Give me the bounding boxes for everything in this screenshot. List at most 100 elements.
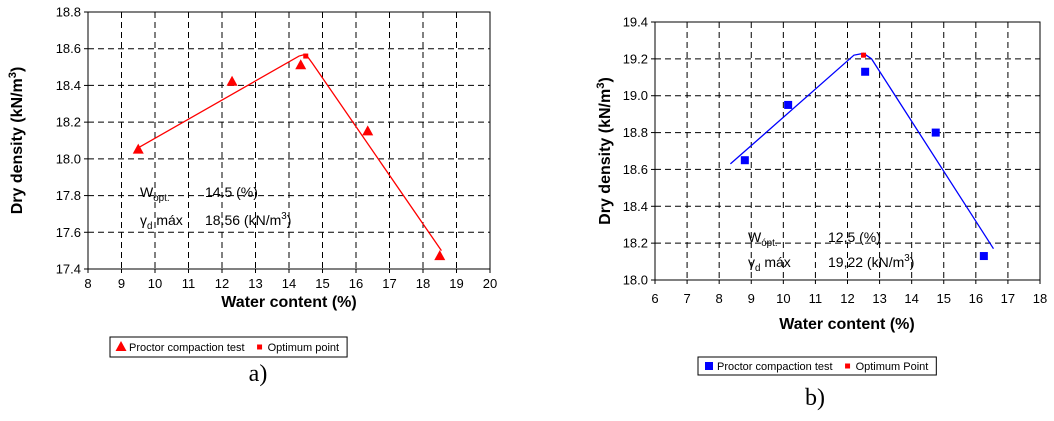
marker xyxy=(740,156,749,165)
annotation-value: 12,5 (%) xyxy=(828,229,881,245)
x-tick-label: 17 xyxy=(382,276,396,291)
marker xyxy=(845,363,851,369)
text-part: 3 xyxy=(7,72,19,78)
text-part: W xyxy=(748,229,762,245)
y-tick-label: 18.8 xyxy=(623,125,648,140)
y-tick-label: 18.8 xyxy=(56,5,81,20)
text-part: 14.5 (%) xyxy=(205,184,258,200)
text-part: máx xyxy=(152,212,182,228)
chart: 6 7 8 9 10 11 12 13 14 15 16 17 18 18.0 18.2 18.4 18.6 18… xyxy=(595,15,1047,412)
text-part: 12,5 (%) xyxy=(828,229,881,245)
marker xyxy=(861,52,867,58)
x-tick-label: 14 xyxy=(282,276,296,291)
x-tick-label: 10 xyxy=(776,291,790,306)
y-tick-label: 19.2 xyxy=(623,51,648,66)
y-tick-label: 18.4 xyxy=(56,78,81,93)
x-tick-label: 11 xyxy=(809,291,823,306)
text-part: ) xyxy=(597,77,614,82)
y-tick-label: 18.0 xyxy=(623,273,648,288)
text-part: máx xyxy=(760,254,790,270)
marker xyxy=(303,53,309,59)
plot-border xyxy=(87,11,491,270)
y-tick-label: 18.4 xyxy=(623,199,648,214)
annotation-value: 18.56 (kN/m3) xyxy=(205,211,291,228)
x-tick-label: 14 xyxy=(904,291,918,306)
annotation-name: γd máx xyxy=(140,212,183,232)
marker xyxy=(257,344,263,350)
marker xyxy=(861,67,870,76)
y-tick-label: 17.6 xyxy=(56,225,81,240)
marker xyxy=(115,341,127,351)
annotation-value: 19,22 (kN/m3) xyxy=(828,253,914,270)
x-tick-label: 10 xyxy=(148,276,162,291)
x-tick-label: 19 xyxy=(449,276,463,291)
x-tick-label: 6 xyxy=(651,291,658,306)
x-tick-label: 16 xyxy=(349,276,363,291)
text-part: ) xyxy=(287,212,292,228)
text-part: ópt. xyxy=(761,238,777,249)
marker xyxy=(979,252,988,261)
legend-label: Optimum point xyxy=(268,342,340,354)
marker xyxy=(226,75,238,86)
y-tick-label: 19.4 xyxy=(623,15,648,30)
annotation-name: γd máx xyxy=(748,254,791,274)
y-tick-label: 18.6 xyxy=(56,41,81,56)
marker xyxy=(132,143,144,154)
text-part: Dry density (kN/m xyxy=(9,78,26,214)
y-tick-label: 17.4 xyxy=(56,262,81,277)
annotation-name: Wópt. xyxy=(748,229,778,249)
text-part: opt. xyxy=(153,193,169,204)
y-axis-title: Dry density (kN/m3) xyxy=(7,67,26,215)
x-tick-label: 7 xyxy=(683,291,690,306)
x-tick-label: 16 xyxy=(969,291,983,306)
x-tick-label: 9 xyxy=(748,291,755,306)
x-tick-label: 18 xyxy=(416,276,430,291)
marker xyxy=(705,362,713,370)
marker xyxy=(931,128,940,137)
text-part: ) xyxy=(910,254,915,270)
y-tick-label: 18.2 xyxy=(623,236,648,251)
annotation-value: 14.5 (%) xyxy=(205,184,258,200)
x-axis-title: Water content (%) xyxy=(779,316,914,333)
text-part: W xyxy=(140,184,154,200)
x-tick-label: 12 xyxy=(840,291,854,306)
panel-label: a) xyxy=(249,361,268,387)
x-tick-label: 8 xyxy=(716,291,723,306)
legend-box xyxy=(697,356,937,376)
x-tick-label: 9 xyxy=(118,276,125,291)
legend-box xyxy=(109,336,348,358)
text-part: 18.56 (kN/m xyxy=(205,212,281,228)
x-tick-label: 8 xyxy=(84,276,91,291)
y-tick-label: 19.0 xyxy=(623,88,648,103)
text-part: 3 xyxy=(281,211,287,222)
y-tick-label: 18.2 xyxy=(56,115,81,130)
text-part: γ xyxy=(140,212,147,228)
x-tick-label: 13 xyxy=(248,276,262,291)
x-tick-label: 15 xyxy=(315,276,329,291)
text-part: d xyxy=(147,221,152,232)
marker xyxy=(295,59,307,70)
text-part: 3 xyxy=(595,83,607,89)
text-part: γ xyxy=(748,254,755,270)
y-tick-label: 18.6 xyxy=(623,162,648,177)
annotation-name: Wopt. xyxy=(140,184,170,204)
y-tick-label: 18.0 xyxy=(56,151,81,166)
x-tick-label: 20 xyxy=(483,276,497,291)
x-tick-label: 11 xyxy=(182,276,196,291)
chart: 8 9 10 11 12 13 14 15 16 17 18 19 20 17.4 17.6 17.8 18.0… xyxy=(7,5,497,388)
legend-label: Proctor compaction test xyxy=(129,342,245,354)
legend-label: Proctor compaction test xyxy=(717,361,833,373)
y-tick-label: 17.8 xyxy=(56,188,81,203)
marker xyxy=(362,125,374,136)
marker xyxy=(434,250,446,261)
text-part: 19,22 (kN/m xyxy=(828,254,904,270)
text-part: ) xyxy=(9,67,26,72)
x-tick-label: 18 xyxy=(1033,291,1047,306)
x-axis-title: Water content (%) xyxy=(221,294,356,311)
text-part: d xyxy=(755,263,760,274)
x-tick-label: 15 xyxy=(937,291,951,306)
text-part: Dry density (kN/m xyxy=(597,89,614,225)
plot-border xyxy=(654,21,1041,281)
x-tick-label: 12 xyxy=(215,276,229,291)
